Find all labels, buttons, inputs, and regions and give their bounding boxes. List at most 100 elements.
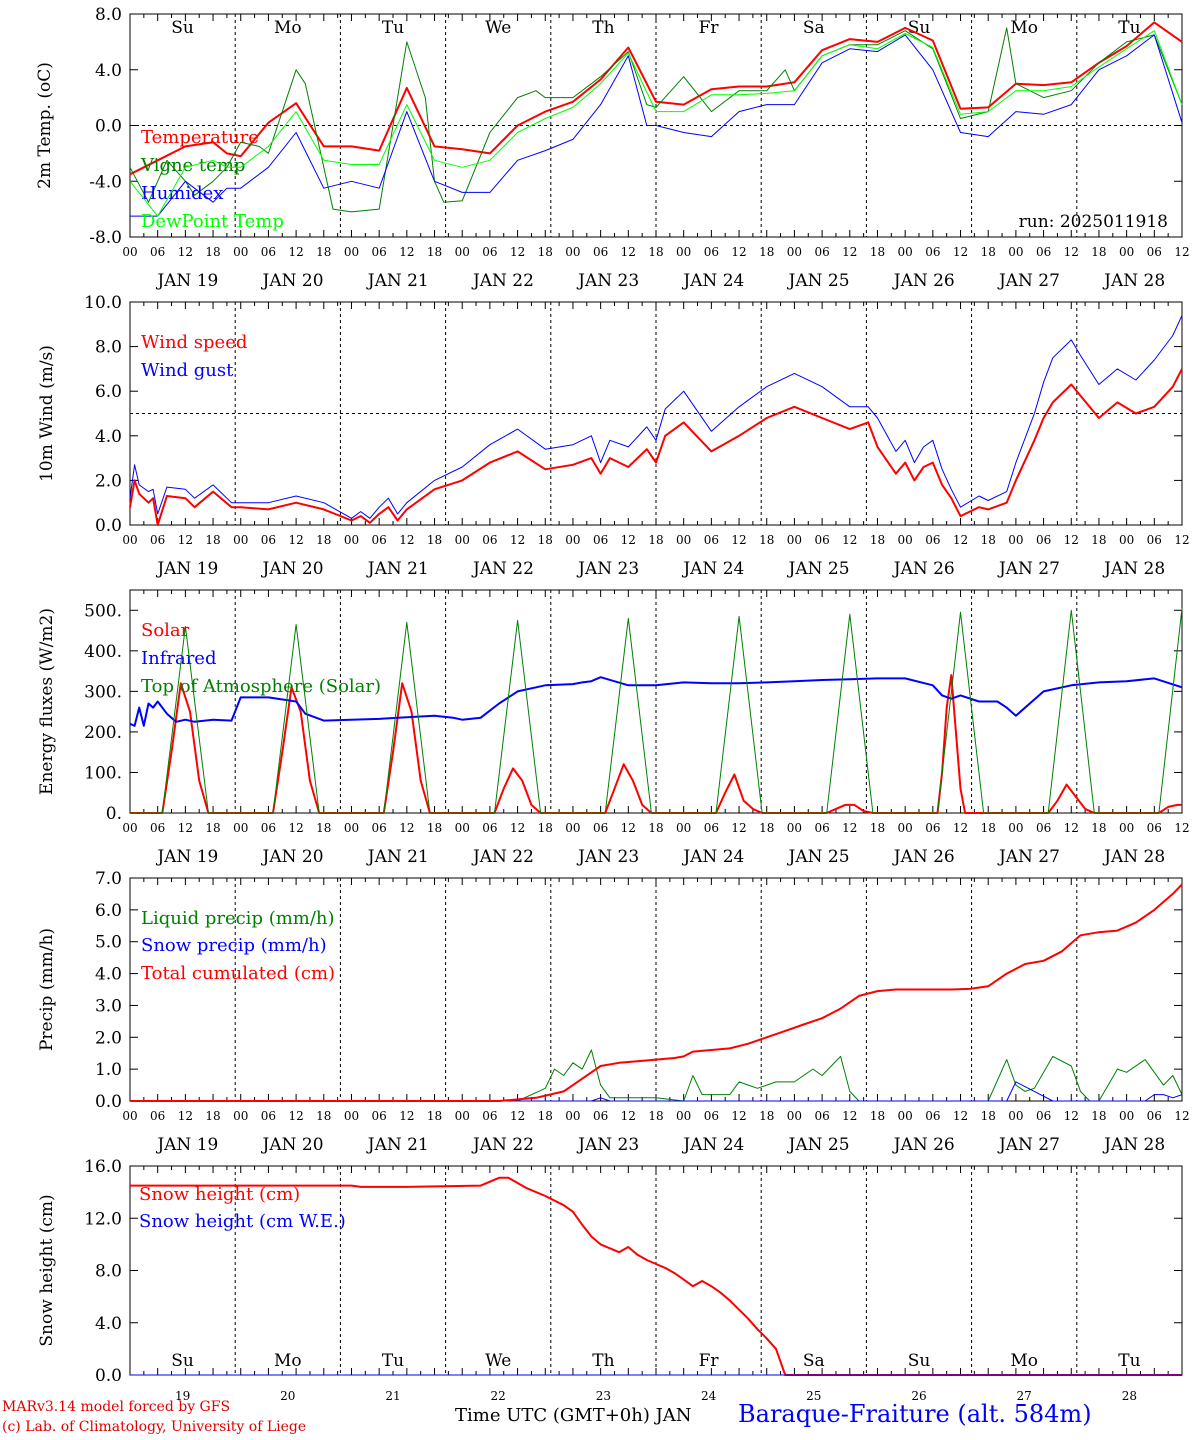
x-hour-label: 12 (621, 533, 636, 547)
x-date-label: JAN 27 (997, 559, 1060, 579)
x-date-label: JAN 25 (787, 847, 850, 867)
x-hour-label: 00 (122, 533, 137, 547)
series-line-liquid-precip-mm-h (130, 1049, 1183, 1102)
x-hour-label: 18 (538, 245, 553, 259)
x-hour-label: 06 (1036, 1109, 1051, 1123)
panel-4: 0.0 1.0 2.0 3.0 4.0 5.0 6.0 7.0 Precip (mm/h) 00 0… (37, 869, 1190, 1155)
x-hour-label: 00 (898, 533, 913, 547)
x-hour-label: 18 (648, 533, 663, 547)
legend-entry: Temperature (141, 127, 259, 148)
x-day-number: 22 (491, 1389, 506, 1403)
x-hour-label: 06 (482, 821, 497, 835)
plot-frame (129, 589, 1183, 814)
x-hour-label: 06 (814, 245, 829, 259)
x-day-number: 23 (596, 1389, 611, 1403)
x-hour-label: 06 (925, 245, 940, 259)
x-hour-label: 12 (399, 245, 414, 259)
x-date-label: JAN 19 (155, 271, 218, 291)
run-label: run: 2025011918 (1019, 212, 1168, 232)
y-tick-label: 2.0 (95, 471, 122, 491)
x-hour-label: 12 (953, 1109, 968, 1123)
x-hour-label: 06 (593, 245, 608, 259)
x-hour-label: 12 (510, 1109, 525, 1123)
y-axis-label: Precip (mm/h) (37, 928, 57, 1051)
x-day-number: 25 (806, 1389, 821, 1403)
y-tick-label: 100. (84, 763, 122, 783)
x-hour-label: 18 (648, 245, 663, 259)
x-hour-label: 18 (981, 821, 996, 835)
x-hour-label: 12 (621, 1109, 636, 1123)
x-hour-label: 18 (870, 821, 885, 835)
x-date-label: JAN 20 (261, 271, 324, 291)
x-day-number: 21 (385, 1389, 400, 1403)
x-hour-label: 06 (150, 533, 165, 547)
x-date-label: JAN 24 (681, 559, 744, 579)
x-hour-label: 00 (122, 1109, 137, 1123)
x-hour-label: 06 (925, 1109, 940, 1123)
legend-entry: Infrared (141, 648, 216, 669)
series-line-snow-height-cm (130, 1176, 1182, 1376)
x-hour-label: 00 (787, 245, 802, 259)
x-hour-label: 12 (399, 1109, 414, 1123)
x-hour-label: 12 (178, 1109, 193, 1123)
y-tick-label: 0.0 (95, 516, 122, 536)
x-date-label: JAN 21 (366, 1135, 429, 1155)
x-date-label: JAN 23 (576, 271, 639, 291)
x-hour-label: 12 (842, 821, 857, 835)
weekday-label: Mo (1010, 1351, 1038, 1371)
x-hour-label: 18 (759, 533, 774, 547)
x-hour-label: 06 (814, 821, 829, 835)
x-hour-label: 18 (205, 821, 220, 835)
x-hour-label: 06 (704, 533, 719, 547)
x-hour-label: 00 (344, 245, 359, 259)
legend-entry: Wind gust (141, 360, 234, 381)
weekday-label: Su (171, 18, 194, 38)
x-hour-label: 00 (1008, 533, 1023, 547)
x-hour-label: 06 (482, 1109, 497, 1123)
x-hour-label: 12 (288, 533, 303, 547)
weekday-label: Sa (803, 18, 825, 38)
x-hour-label: 18 (205, 533, 220, 547)
x-date-label: JAN 25 (787, 271, 850, 291)
x-hour-label: 12 (1174, 821, 1189, 835)
y-tick-label: 0.0 (95, 1092, 122, 1112)
x-date-label: JAN 24 (681, 1135, 744, 1155)
x-hour-label: 00 (455, 245, 470, 259)
x-hour-label: 18 (870, 533, 885, 547)
x-hour-label: 06 (372, 245, 387, 259)
series-line-snow-precip-mm-h (130, 1081, 1183, 1102)
panel-2: 0.0 2.0 4.0 6.0 8.0 10.0 10m Wind (m/s) 00 06 12 1… (37, 293, 1190, 579)
x-hour-label: 12 (178, 533, 193, 547)
y-tick-label: 4.0 (95, 427, 122, 447)
series-line-dewpoint-temp (129, 30, 1183, 217)
x-hour-label: 00 (344, 533, 359, 547)
x-hour-label: 00 (565, 821, 580, 835)
x-hour-label: 12 (953, 245, 968, 259)
x-date-label: JAN 27 (997, 847, 1060, 867)
x-hour-label: 06 (372, 533, 387, 547)
y-tick-label: 200. (84, 723, 122, 743)
series-line-wind-gust (129, 315, 1183, 519)
y-tick-label: 3.0 (95, 996, 122, 1016)
x-date-label: JAN 22 (471, 271, 534, 291)
x-hour-label: 00 (676, 821, 691, 835)
weekday-label: Su (171, 1351, 194, 1371)
x-date-label: JAN 26 (892, 1135, 955, 1155)
y-tick-label: 4.0 (95, 1314, 122, 1334)
x-hour-label: 06 (1147, 245, 1162, 259)
x-date-label: JAN 20 (261, 559, 324, 579)
x-hour-label: 06 (593, 1109, 608, 1123)
x-date-label: JAN 21 (366, 847, 429, 867)
x-hour-label: 12 (1064, 821, 1079, 835)
x-hour-label: 18 (427, 533, 442, 547)
weekday-label: Sa (803, 1351, 825, 1371)
x-date-label: JAN 27 (997, 271, 1060, 291)
weekday-label: We (485, 1351, 511, 1371)
x-hour-label: 00 (676, 533, 691, 547)
x-day-number: 20 (280, 1389, 295, 1403)
x-hour-label: 00 (787, 1109, 802, 1123)
x-hour-label: 06 (1147, 821, 1162, 835)
y-tick-label: -4.0 (89, 172, 122, 192)
x-hour-label: 00 (676, 1109, 691, 1123)
x-hour-label: 12 (178, 821, 193, 835)
